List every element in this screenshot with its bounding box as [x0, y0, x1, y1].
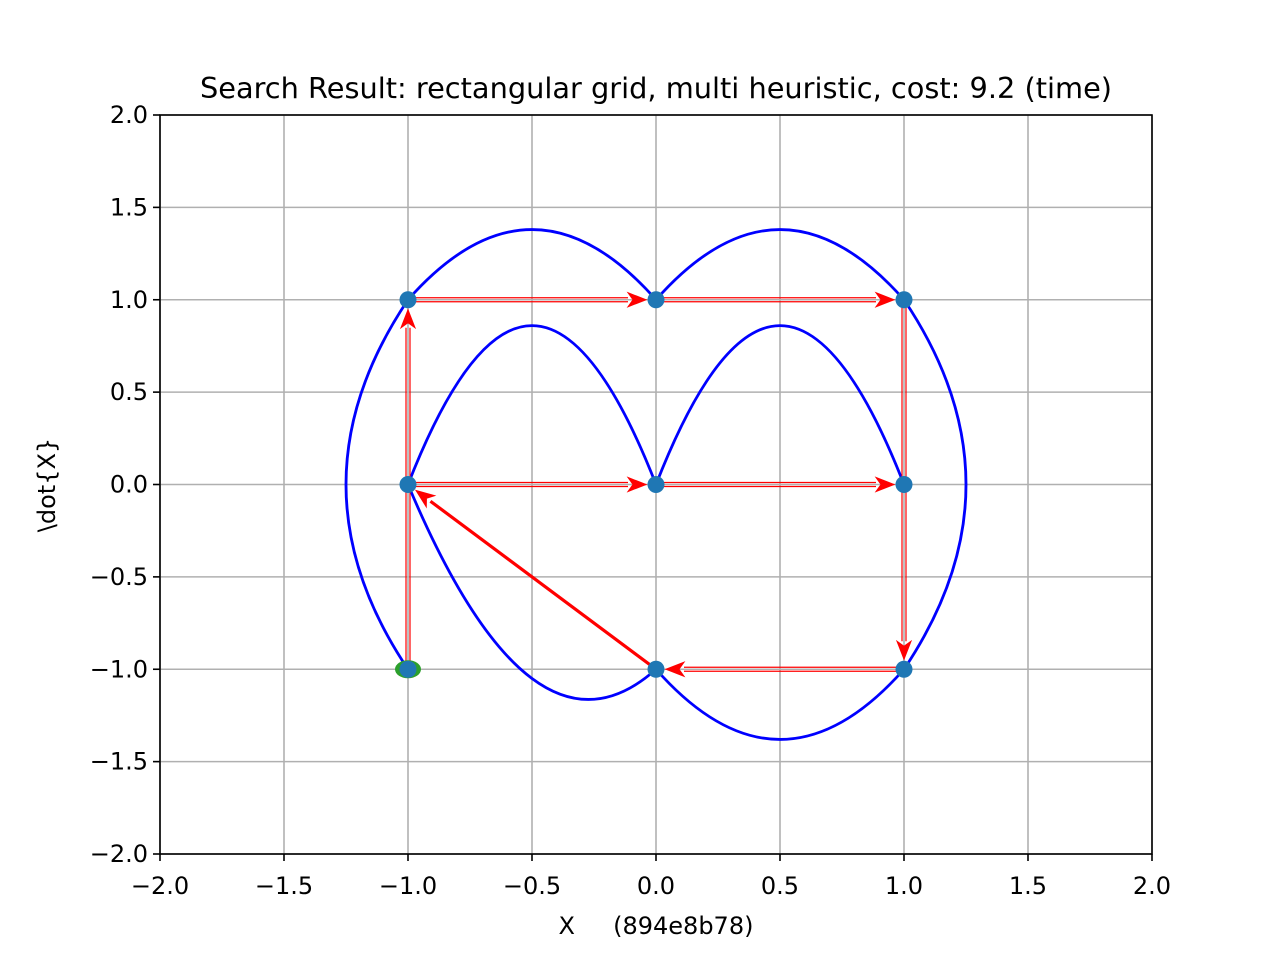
x-tick-label: −0.5 [503, 872, 561, 900]
search-edge-arrow-head [626, 291, 648, 308]
trajectory-curve [406, 228, 658, 301]
solution-edge-arrow-head [414, 489, 437, 509]
chart-title: Search Result: rectangular grid, multi h… [200, 71, 1112, 105]
search-node-marker [895, 291, 913, 309]
search-node-marker [399, 291, 417, 309]
solution-edge-arrow [429, 499, 657, 671]
search-edges [399, 291, 913, 678]
trajectory-curves [344, 228, 968, 741]
search-edge-arrow-head [874, 291, 896, 308]
search-edge-arrow-head [626, 476, 648, 493]
y-tick-label: 0.5 [110, 378, 148, 406]
y-tick-label: −2.0 [90, 840, 148, 868]
x-tick-label: −2.0 [131, 872, 189, 900]
trajectory-curve [654, 668, 906, 741]
y-tick-label: 2.0 [110, 101, 148, 129]
x-tick-label: 0.5 [761, 872, 799, 900]
search-node-marker [647, 660, 665, 678]
search-node-marker [399, 660, 417, 678]
trajectory-curve [406, 324, 658, 486]
x-tick-label: −1.0 [379, 872, 437, 900]
trajectory-curve [406, 483, 657, 701]
x-tick-label: 1.0 [885, 872, 923, 900]
trajectory-curve [654, 228, 906, 301]
y-tick-label: 1.5 [110, 193, 148, 221]
search-node-marker [647, 476, 665, 493]
x-axis-label: X (894e8b78) [559, 912, 754, 940]
y-tick-label: −0.5 [90, 563, 148, 591]
trajectory-curve [344, 298, 410, 671]
axis-ticks: −2.0 −1.5 −1.0 −0.5 0.0 0.5 1.0 1.5 2.0 −2.0 −1.5 −… [90, 101, 1171, 900]
search-node-marker [895, 476, 913, 493]
y-tick-label: 1.0 [110, 286, 148, 314]
y-tick-label: −1.5 [90, 748, 148, 776]
x-tick-label: −1.5 [255, 872, 313, 900]
y-tick-label: 0.0 [110, 471, 148, 499]
search-edge-arrow-head [664, 661, 686, 678]
plot-area: −2.0 −1.5 −1.0 −0.5 0.0 0.5 1.0 1.5 2.0 −2.0 −1.5 −… [90, 101, 1171, 900]
search-node-marker [647, 291, 665, 309]
x-tick-label: 1.5 [1009, 872, 1047, 900]
search-edge-arrow-head [399, 308, 417, 330]
y-axis-label: \dot{X} [33, 438, 61, 532]
trajectory-curve [902, 298, 968, 671]
x-tick-label: 0.0 [637, 872, 675, 900]
search-nodes [395, 291, 913, 679]
search-edge-arrow-head [874, 476, 896, 493]
y-tick-label: −1.0 [90, 655, 148, 683]
search-edge-arrow-head [895, 639, 913, 661]
trajectory-curve [654, 324, 906, 486]
search-node-marker [399, 476, 417, 493]
search-node-marker [895, 660, 913, 678]
x-tick-label: 2.0 [1133, 872, 1171, 900]
